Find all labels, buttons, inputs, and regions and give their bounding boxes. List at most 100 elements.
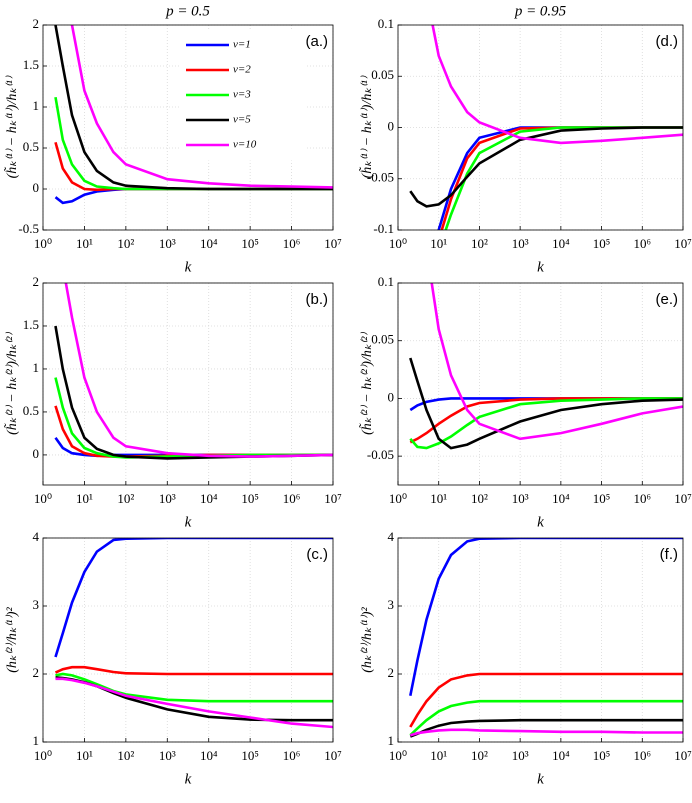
y-tick-label: 2 — [33, 665, 40, 680]
y-tick-label: 0 — [33, 180, 40, 195]
x-tick-label: 10¹ — [76, 491, 93, 506]
series-line — [54, 538, 333, 658]
series-line — [54, 665, 333, 676]
x-tick-label: 10¹ — [76, 748, 93, 763]
x-tick-label: 10⁴ — [552, 748, 570, 763]
x-tick-label: 10¹ — [430, 491, 447, 506]
x-tick-label: 10² — [117, 491, 134, 506]
series-line — [409, 672, 683, 728]
x-tick-label: 10⁵ — [241, 236, 259, 251]
x-tick-label: 10² — [117, 748, 134, 763]
legend-label: ν=3 — [233, 89, 251, 101]
x-tick-label: 10⁷ — [674, 236, 692, 251]
y-tick-label: 3 — [388, 597, 395, 612]
panel-label: (f.) — [660, 546, 678, 563]
y-tick-label: 1 — [33, 98, 40, 113]
x-axis-label: k — [537, 771, 544, 787]
lines — [409, 283, 683, 450]
legend-label: ν=5 — [233, 114, 251, 126]
x-tick-label: 10⁴ — [200, 236, 218, 251]
axes-frame — [42, 282, 334, 486]
series-line — [64, 283, 333, 458]
x-tick-label: 10⁴ — [552, 491, 570, 506]
x-tick-label: 10⁷ — [324, 236, 342, 251]
x-tick-label: 10⁰ — [34, 491, 52, 506]
lines — [409, 25, 683, 230]
y-tick-label: 0 — [388, 118, 395, 133]
x-tick-label: 10⁶ — [283, 748, 301, 763]
x-tick-label: 10⁵ — [593, 748, 611, 763]
legend-label: ν=2 — [233, 64, 251, 76]
x-axis-label: k — [185, 259, 192, 275]
x-tick-label: 10⁵ — [593, 491, 611, 506]
y-tick-label: 3 — [33, 597, 40, 612]
legend-label: ν=1 — [233, 39, 251, 51]
x-axis-label: k — [185, 771, 192, 787]
y-tick-label: 1 — [33, 733, 40, 748]
x-tick-label: 10⁰ — [34, 236, 52, 251]
panel-title: p = 0.95 — [514, 3, 567, 19]
x-tick-label: 10⁷ — [324, 748, 342, 763]
y-tick-label: 0.05 — [371, 332, 394, 347]
y-axis-label: (hₖ⁽²⁾/hₖ⁽¹⁾)² — [360, 606, 375, 672]
series-line — [54, 25, 333, 191]
series-line — [55, 677, 333, 729]
x-tick-label: 10¹ — [430, 748, 447, 763]
series-line — [70, 25, 333, 189]
y-tick-label: 0.1 — [378, 16, 394, 31]
y-tick-label: 1 — [388, 733, 395, 748]
y-tick-label: -0.05 — [367, 170, 394, 185]
lines — [54, 538, 333, 729]
y-axis-label: (h̃ₖ⁽²⁾ − hₖ⁽²⁾)/hₖ⁽²⁾ — [3, 332, 20, 435]
y-axis-label: (h̃ₖ⁽¹⁾ − hₖ⁽¹⁾)/hₖ⁽¹⁾ — [358, 75, 375, 178]
lines — [54, 25, 333, 205]
x-tick-label: 10² — [471, 236, 488, 251]
y-tick-label: 2 — [33, 274, 40, 289]
y-tick-label: 1.5 — [23, 57, 39, 72]
x-tick-label: 10⁵ — [241, 748, 259, 763]
x-axis-label: k — [537, 259, 544, 275]
panel-label: (d.) — [656, 33, 679, 50]
series-line — [431, 25, 683, 145]
x-tick-label: 10⁷ — [674, 491, 692, 506]
panel-label: (c.) — [306, 546, 328, 563]
series-line — [409, 538, 683, 697]
y-tick-label: -0.5 — [18, 221, 39, 236]
x-tick-label: 10⁶ — [634, 491, 652, 506]
x-tick-label: 10³ — [512, 748, 529, 763]
series-line — [430, 283, 683, 441]
x-tick-label: 10² — [471, 748, 488, 763]
panel: 10⁰ 10¹ 10² 10³ 10⁴ 10⁵ 10⁶ 10⁷ 0 0.5 1 1.5 2 (b.) k (h… — [3, 274, 342, 530]
y-axis-label: (h̃ₖ⁽¹⁾ − hₖ⁽¹⁾)/hₖ⁽¹⁾ — [3, 75, 20, 178]
panel-label: (e.) — [656, 291, 679, 308]
x-tick-label: 10⁵ — [241, 491, 259, 506]
x-tick-label: 10⁰ — [389, 236, 407, 251]
y-tick-label: -0.05 — [367, 447, 394, 462]
x-axis-label: k — [185, 514, 192, 530]
panel-label: (b.) — [306, 291, 329, 308]
axes-frame — [42, 24, 334, 231]
x-tick-label: 10⁷ — [324, 491, 342, 506]
x-tick-label: 10⁰ — [34, 748, 52, 763]
x-tick-label: 10⁰ — [389, 491, 407, 506]
x-tick-label: 10¹ — [76, 236, 93, 251]
x-tick-label: 10³ — [512, 236, 529, 251]
x-tick-label: 10² — [117, 236, 134, 251]
x-tick-label: 10⁷ — [674, 748, 692, 763]
series-line — [409, 728, 683, 737]
x-tick-label: 10¹ — [430, 236, 447, 251]
series-line — [409, 126, 683, 208]
y-tick-label: 0.05 — [371, 67, 394, 82]
panel-label: (a.) — [306, 33, 329, 50]
y-tick-label: 2 — [388, 665, 395, 680]
y-tick-label: 1.5 — [23, 317, 39, 332]
y-tick-label: 2 — [33, 16, 40, 31]
x-tick-label: 10³ — [512, 491, 529, 506]
panel-title: p = 0.5 — [165, 3, 210, 19]
lines — [409, 538, 683, 738]
x-tick-label: 10⁰ — [389, 748, 407, 763]
x-tick-label: 10⁶ — [283, 491, 301, 506]
lines — [54, 283, 333, 460]
y-tick-label: 0 — [33, 446, 40, 461]
